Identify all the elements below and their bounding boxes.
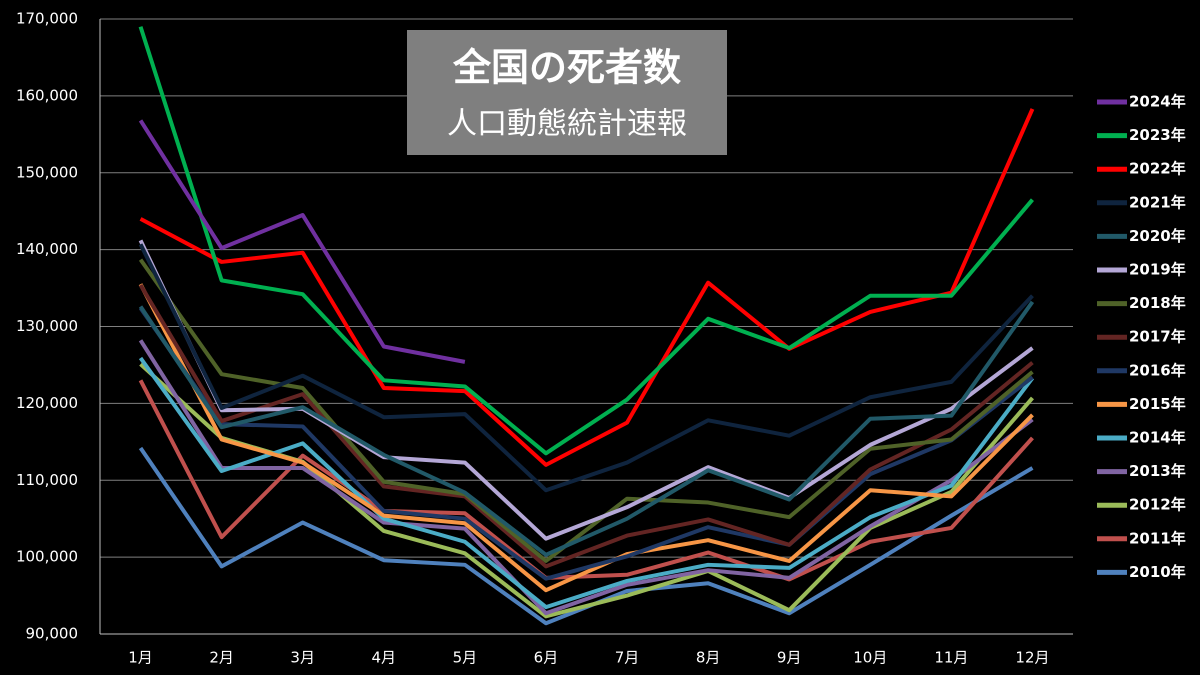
legend-label: 2016年 [1129, 361, 1186, 379]
x-tick-label: 11月 [934, 649, 968, 667]
x-tick-label: 4月 [372, 649, 397, 667]
x-tick-label: 1月 [128, 649, 153, 667]
legend-label: 2020年 [1129, 227, 1186, 245]
legend-label: 2019年 [1129, 261, 1186, 279]
series-line [138, 356, 1035, 610]
y-tick-label: 120,000 [16, 394, 78, 412]
x-tick-label: 8月 [696, 649, 721, 667]
x-tick-label: 6月 [534, 649, 559, 667]
series-line [138, 26, 1034, 456]
series-line [138, 243, 1034, 493]
y-tick-label: 140,000 [16, 240, 78, 258]
legend-label: 2014年 [1129, 429, 1186, 447]
chart-subtitle: 人口動態統計速報 [447, 107, 687, 142]
legend-label: 2010年 [1129, 563, 1186, 581]
y-tick-label: 90,000 [26, 625, 79, 643]
x-tick-label: 2月 [209, 649, 234, 667]
x-tick-label: 3月 [290, 649, 315, 667]
x-tick-label: 10月 [853, 649, 887, 667]
series-line [138, 306, 1034, 581]
y-tick-label: 100,000 [16, 548, 78, 566]
y-tick-label: 170,000 [16, 10, 78, 28]
legend-label: 2013年 [1129, 462, 1186, 480]
y-tick-label: 130,000 [16, 317, 78, 335]
chart-title: 全国の死者数 [452, 46, 681, 90]
plot: 90,000 100,000 110,000 120,000 130,000 140,00… [16, 10, 1073, 667]
series-line [138, 258, 1034, 563]
y-tick-label: 160,000 [16, 86, 78, 104]
series-line [138, 283, 1034, 593]
legend-label: 2022年 [1129, 160, 1186, 178]
legend-label: 2021年 [1129, 193, 1186, 211]
legend-label: 2024年 [1129, 93, 1186, 111]
series-line [138, 339, 1034, 616]
legend-label: 2023年 [1129, 126, 1186, 144]
x-tick-label: 7月 [615, 649, 640, 667]
legend-label: 2018年 [1129, 294, 1186, 312]
y-tick-label: 150,000 [16, 163, 78, 181]
x-tick-label: 12月 [1015, 649, 1049, 667]
series-line [138, 300, 1035, 557]
legend-label: 2011年 [1129, 529, 1186, 547]
legend-label: 2017年 [1129, 328, 1186, 346]
series-line [139, 108, 1035, 467]
series-line [138, 119, 466, 364]
x-tick-label: 9月 [777, 649, 802, 667]
legend-label: 2015年 [1129, 395, 1186, 413]
legend-label: 2012年 [1129, 496, 1186, 514]
x-tick-label: 5月 [453, 649, 478, 667]
series-line [138, 283, 1034, 569]
title-box [407, 30, 727, 155]
y-tick-label: 110,000 [16, 471, 78, 489]
